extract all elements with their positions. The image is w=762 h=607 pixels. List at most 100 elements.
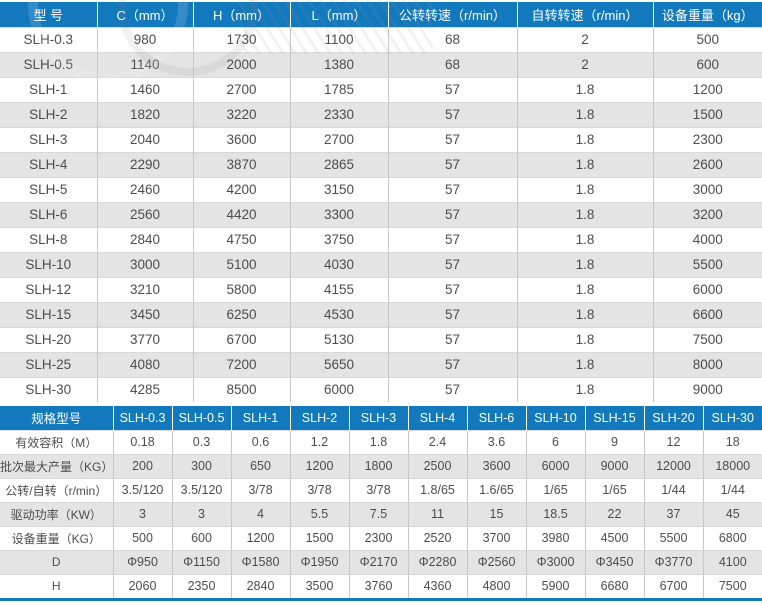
table-row: SLH-30 4285 8500 6000 57 1.8 9000 (0, 376, 762, 402)
value-cell: 7200 (192, 351, 290, 377)
column-header: SLH-20 (643, 406, 703, 430)
model-spec-table-header: 规格型号 SLH-0.3 SLH-0.5 SLH-1 SLH-2 SLH-3 SLH-4 SL… (0, 406, 762, 430)
value-cell: 3870 (192, 151, 290, 177)
value-cell: 57 (387, 126, 517, 152)
table-row: SLH-0.5 1140 2000 1380 68 2 600 (0, 51, 762, 77)
table-row: H 2060 2350 2840 3500 3760 4360 4800 5900 6680 670… (0, 573, 762, 598)
value-cell: 4030 (289, 251, 388, 277)
value-cell: 2700 (192, 76, 290, 102)
value-cell: 57 (387, 326, 517, 352)
value-cell: 3760 (348, 573, 408, 598)
table-row: 批次最大产量（KG） 200 300 650 1200 1800 2500 3600 6000 9… (0, 453, 762, 478)
value-cell: 3000 (96, 251, 193, 277)
value-cell: 2560 (96, 201, 193, 227)
value-cell: 2.4 (407, 429, 467, 454)
value-cell: 2460 (96, 176, 193, 202)
value-cell: 1800 (348, 453, 408, 478)
value-cell: 11 (407, 501, 467, 526)
value-cell: 2000 (192, 51, 290, 77)
column-header: SLH-2 (289, 406, 349, 430)
value-cell: 1/65 (584, 477, 644, 502)
value-cell: 5130 (289, 326, 388, 352)
value-cell: 57 (387, 176, 517, 202)
value-cell: 1730 (192, 26, 290, 52)
table-row: SLH-20 3770 6700 5130 57 1.8 7500 (0, 326, 762, 352)
value-cell: 4100 (702, 549, 762, 574)
row-label-cell: 有效容积（M） (0, 429, 113, 454)
value-cell: 57 (387, 251, 517, 277)
value-cell: 3 (112, 501, 172, 526)
table-row: SLH-3 2040 3600 2700 57 1.8 2300 (0, 126, 762, 152)
value-cell: 2060 (112, 573, 172, 598)
value-cell: 3600 (192, 126, 290, 152)
column-header: SLH-4 (407, 406, 467, 430)
table-row: SLH-8 2840 4750 3750 57 1.8 4000 (0, 226, 762, 252)
table-row: SLH-2 1820 3220 2330 57 1.8 1500 (0, 101, 762, 127)
row-label-cell: 驱动功率（KW） (0, 501, 113, 526)
value-cell: 5100 (192, 251, 290, 277)
value-cell: 2040 (96, 126, 193, 152)
value-cell: 22 (584, 501, 644, 526)
value-cell: 1.6/65 (466, 477, 526, 502)
value-cell: 3000 (652, 176, 762, 202)
value-cell: 1.8 (516, 101, 653, 127)
row-label-cell: SLH-30 (0, 376, 97, 402)
value-cell: 1.2 (289, 429, 349, 454)
value-cell: 5900 (525, 573, 585, 598)
value-cell: 57 (387, 76, 517, 102)
value-cell: 1.8 (516, 251, 653, 277)
row-label-cell: 公转/自转（r/min） (0, 477, 113, 502)
value-cell: 3/78 (348, 477, 408, 502)
value-cell: 1.8 (516, 376, 653, 402)
value-cell: 1.8 (516, 351, 653, 377)
value-cell: 5500 (652, 251, 762, 277)
value-cell: 1/44 (643, 477, 703, 502)
value-cell: 57 (387, 226, 517, 252)
value-cell: 3 (171, 501, 231, 526)
value-cell: 500 (112, 525, 172, 550)
table-row: 有效容积（M） 0.18 0.3 0.6 1.2 1.8 2.4 3.6 6 9 12 18 (0, 429, 762, 454)
row-label-cell: H (0, 573, 113, 598)
value-cell: 9 (584, 429, 644, 454)
value-cell: 1.8 (516, 126, 653, 152)
value-cell: 1200 (652, 76, 762, 102)
column-header: SLH-30 (702, 406, 762, 430)
value-cell: 8000 (652, 351, 762, 377)
value-cell: 3.6 (466, 429, 526, 454)
value-cell: 18.5 (525, 501, 585, 526)
row-label-cell: SLH-20 (0, 326, 97, 352)
value-cell: 0.18 (112, 429, 172, 454)
value-cell: 3.5/120 (171, 477, 231, 502)
value-cell: 1.8 (516, 76, 653, 102)
table-row: 驱动功率（KW） 3 3 4 5.5 7.5 11 15 18.5 22 37 45 (0, 501, 762, 526)
value-cell: 3500 (289, 573, 349, 598)
table-row: D Φ950 Φ1150 Φ1580 Φ1950 Φ2170 Φ2280 Φ2560 Φ3000… (0, 549, 762, 574)
value-cell: 1.8 (516, 276, 653, 302)
value-cell: Φ1150 (171, 549, 231, 574)
value-cell: 6800 (702, 525, 762, 550)
value-cell: 2290 (96, 151, 193, 177)
dimension-spec-table: 型 号 C（mm） H（mm） L（mm） 公转转速（r/min） 自转转速（r/min）… (0, 2, 762, 402)
value-cell: 4530 (289, 301, 388, 327)
column-header: SLH-3 (348, 406, 408, 430)
value-cell: 2840 (230, 573, 290, 598)
value-cell: 5800 (192, 276, 290, 302)
table-row: SLH-4 2290 3870 2865 57 1.8 2600 (0, 151, 762, 177)
table-row: SLH-15 3450 6250 4530 57 1.8 6600 (0, 301, 762, 327)
row-label-cell: SLH-8 (0, 226, 97, 252)
value-cell: 45 (702, 501, 762, 526)
row-label-cell: SLH-12 (0, 276, 97, 302)
value-cell: 2350 (171, 573, 231, 598)
value-cell: 57 (387, 376, 517, 402)
value-cell: 3450 (96, 301, 193, 327)
value-cell: 1/44 (702, 477, 762, 502)
row-label-cell: 批次最大产量（KG） (0, 453, 113, 478)
value-cell: 6250 (192, 301, 290, 327)
column-header: SLH-6 (466, 406, 526, 430)
value-cell: 2840 (96, 226, 193, 252)
value-cell: 1785 (289, 76, 388, 102)
value-cell: 1.8 (516, 226, 653, 252)
row-label-cell: SLH-15 (0, 301, 97, 327)
value-cell: 200 (112, 453, 172, 478)
value-cell: 3/78 (289, 477, 349, 502)
